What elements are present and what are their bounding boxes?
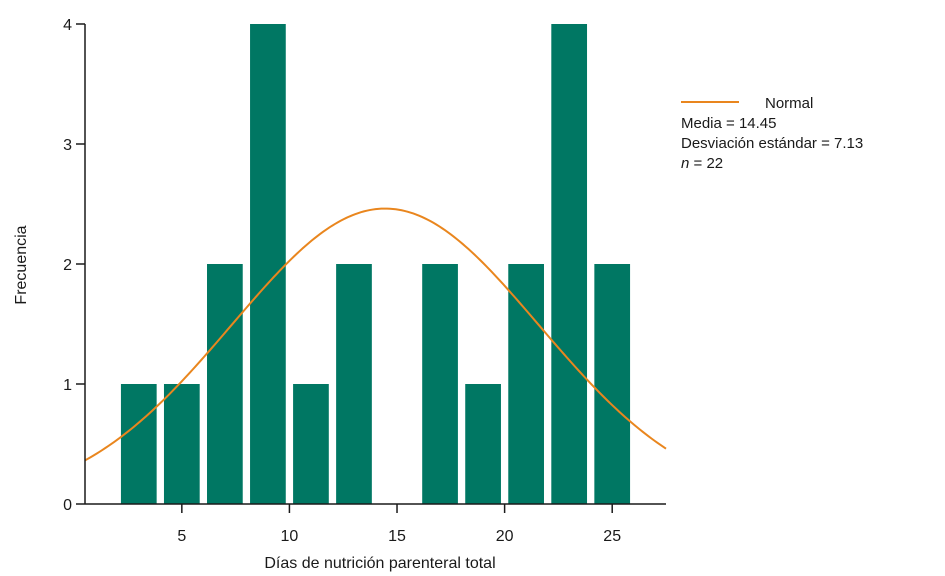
- x-ticks-group: 5 10 15 20 25: [177, 504, 621, 545]
- legend-series-label: Normal: [765, 95, 814, 112]
- histogram-bar: [336, 264, 372, 504]
- histogram-bar: [508, 264, 544, 504]
- x-tick-label: 25: [603, 528, 621, 545]
- legend-n: n = 22: [681, 154, 863, 174]
- y-ticks-group: 0 1 2 3 4: [63, 17, 85, 514]
- histogram-bar: [163, 384, 200, 504]
- y-tick-label: 3: [63, 137, 72, 154]
- histogram-bar: [293, 384, 329, 504]
- x-tick-label: 15: [388, 528, 406, 545]
- x-axis-label: Días de nutrición parenteral total: [264, 555, 495, 572]
- x-tick-label: 5: [177, 528, 186, 545]
- x-tick-label: 20: [496, 528, 514, 545]
- y-tick-label: 2: [63, 257, 72, 274]
- histogram-bar: [120, 384, 157, 504]
- y-axis-label: Frecuencia: [13, 225, 30, 304]
- normal-curve: [84, 207, 667, 462]
- legend-series-row: Normal: [681, 94, 863, 114]
- legend-n-value: = 22: [689, 155, 724, 172]
- bars-group: [120, 24, 631, 504]
- legend-line-swatch: [681, 101, 739, 104]
- y-tick-label: 0: [63, 497, 72, 514]
- histogram-bar: [250, 24, 286, 504]
- x-tick-label: 10: [281, 528, 299, 545]
- histogram-bar: [465, 384, 501, 504]
- y-tick-label: 1: [63, 377, 72, 394]
- histogram-bar: [551, 24, 588, 504]
- histogram-bar: [422, 264, 458, 504]
- legend-n-symbol: n: [681, 155, 690, 172]
- histogram-bar: [207, 264, 243, 504]
- legend: Normal Media = 14.45 Desviación estándar…: [681, 94, 863, 174]
- y-tick-label: 4: [63, 17, 72, 34]
- legend-mean: Media = 14.45: [681, 115, 777, 132]
- histogram-bar: [594, 264, 631, 504]
- legend-sd: Desviación estándar = 7.13: [681, 135, 864, 152]
